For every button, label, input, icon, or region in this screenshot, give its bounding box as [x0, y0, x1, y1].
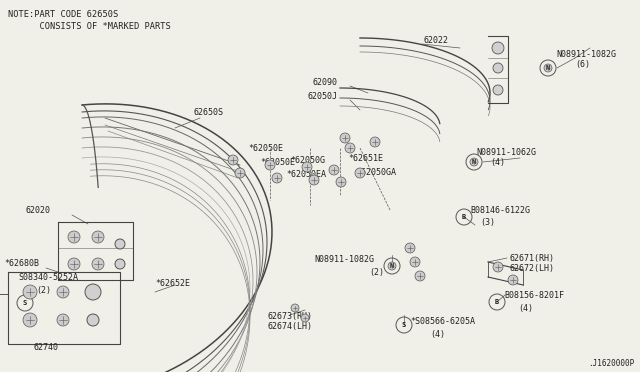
Circle shape: [23, 285, 37, 299]
Circle shape: [410, 257, 420, 267]
Text: *62652E: *62652E: [155, 279, 190, 289]
Circle shape: [340, 133, 350, 143]
Text: 62672(LH): 62672(LH): [510, 263, 555, 273]
Text: 62090: 62090: [313, 77, 338, 87]
Text: NOTE:PART CODE 62650S: NOTE:PART CODE 62650S: [8, 10, 118, 19]
Circle shape: [57, 314, 69, 326]
Text: 62050J: 62050J: [308, 92, 338, 100]
Text: (4): (4): [430, 330, 445, 339]
Text: N08911-1082G: N08911-1082G: [556, 49, 616, 58]
Circle shape: [492, 42, 504, 54]
Text: 62020: 62020: [25, 205, 50, 215]
Text: 62650S: 62650S: [194, 108, 224, 116]
Circle shape: [228, 155, 238, 165]
Text: *62050G: *62050G: [290, 155, 325, 164]
Circle shape: [272, 173, 282, 183]
Text: N: N: [472, 159, 476, 165]
Text: *62050EA: *62050EA: [286, 170, 326, 179]
Circle shape: [235, 168, 245, 178]
Text: S: S: [23, 300, 27, 306]
Circle shape: [265, 160, 275, 170]
Text: N08911-1062G: N08911-1062G: [476, 148, 536, 157]
Circle shape: [370, 137, 380, 147]
Text: *62050E: *62050E: [248, 144, 283, 153]
Text: 62740: 62740: [33, 343, 58, 353]
Circle shape: [355, 168, 365, 178]
Circle shape: [336, 177, 346, 187]
Text: *62680B: *62680B: [4, 260, 39, 269]
Circle shape: [405, 243, 415, 253]
Circle shape: [68, 231, 80, 243]
Circle shape: [508, 275, 518, 285]
Text: N08911-1082G: N08911-1082G: [314, 256, 374, 264]
Circle shape: [493, 85, 503, 95]
Text: B: B: [462, 214, 466, 220]
Text: S: S: [402, 322, 406, 328]
Circle shape: [115, 259, 125, 269]
Circle shape: [388, 262, 396, 270]
Circle shape: [57, 286, 69, 298]
Text: 62673(RH): 62673(RH): [268, 311, 313, 321]
Circle shape: [87, 314, 99, 326]
Text: N: N: [390, 263, 394, 269]
Circle shape: [329, 165, 339, 175]
Circle shape: [493, 262, 503, 272]
Text: B08146-6122G: B08146-6122G: [470, 205, 530, 215]
Text: *S08566-6205A: *S08566-6205A: [410, 317, 475, 327]
Circle shape: [68, 258, 80, 270]
Circle shape: [92, 231, 104, 243]
Text: S08340-5252A: S08340-5252A: [18, 273, 78, 282]
Circle shape: [544, 64, 552, 72]
Text: (6): (6): [575, 60, 590, 68]
Circle shape: [493, 63, 503, 73]
Text: (4): (4): [518, 304, 533, 312]
Text: B: B: [495, 299, 499, 305]
Text: 62671(RH): 62671(RH): [510, 253, 555, 263]
Text: *62050GA: *62050GA: [356, 167, 396, 176]
Text: (2): (2): [369, 267, 384, 276]
Circle shape: [302, 162, 312, 172]
Text: *62651E: *62651E: [348, 154, 383, 163]
Circle shape: [309, 175, 319, 185]
Circle shape: [92, 258, 104, 270]
Circle shape: [85, 284, 101, 300]
Text: (4): (4): [490, 157, 505, 167]
Text: 62022: 62022: [424, 35, 449, 45]
Circle shape: [470, 158, 478, 166]
Text: N: N: [546, 65, 550, 71]
Circle shape: [415, 271, 425, 281]
Text: (2): (2): [36, 285, 51, 295]
Circle shape: [23, 313, 37, 327]
Circle shape: [301, 314, 309, 322]
Circle shape: [291, 304, 299, 312]
Circle shape: [345, 143, 355, 153]
Text: (3): (3): [480, 218, 495, 227]
Text: CONSISTS OF *MARKED PARTS: CONSISTS OF *MARKED PARTS: [8, 22, 171, 31]
Text: 62674(LH): 62674(LH): [268, 323, 313, 331]
Text: B08156-8201F: B08156-8201F: [504, 292, 564, 301]
Text: .J1620000P: .J1620000P: [588, 359, 634, 369]
Circle shape: [115, 239, 125, 249]
Text: *62050E: *62050E: [260, 157, 295, 167]
